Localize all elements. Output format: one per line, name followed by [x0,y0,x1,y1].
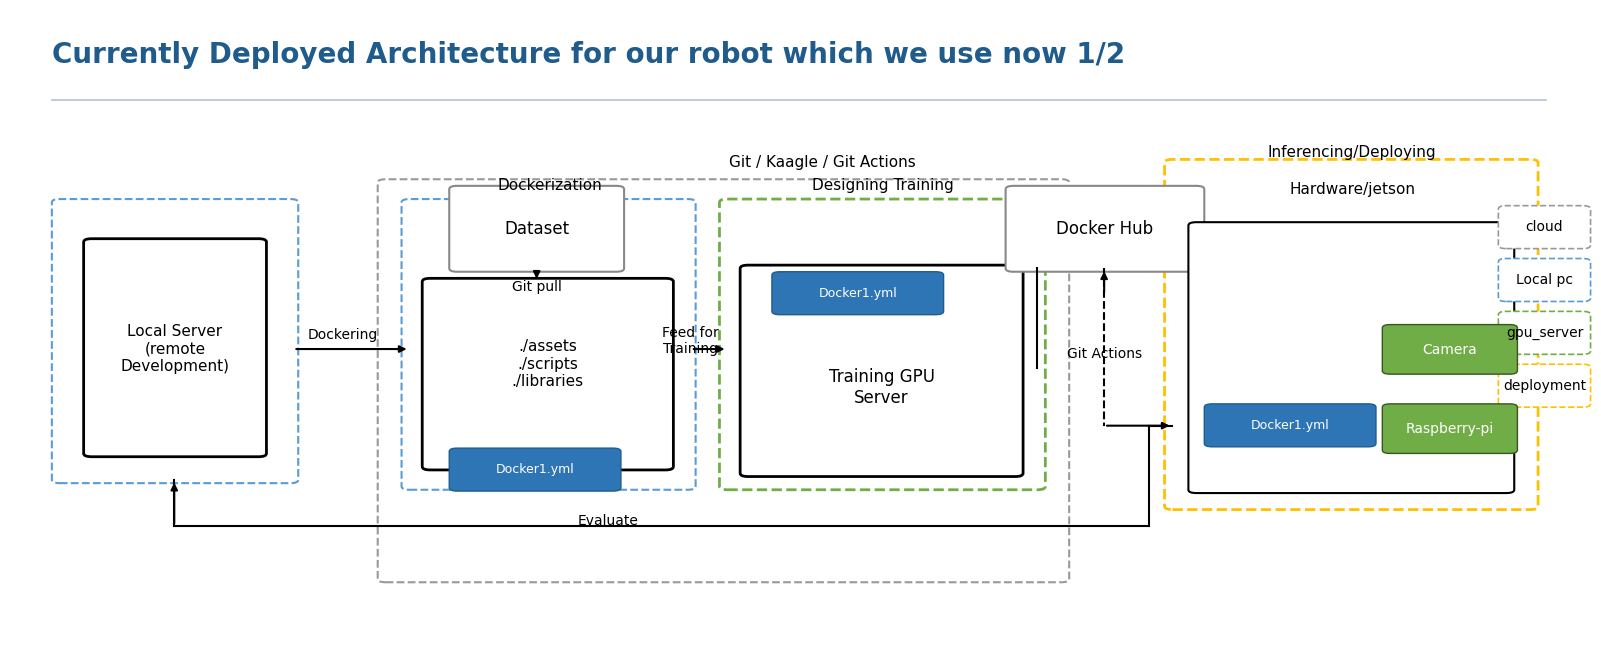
Text: Currently Deployed Architecture for our robot which we use now 1/2: Currently Deployed Architecture for our … [51,41,1126,68]
FancyBboxPatch shape [1005,186,1204,272]
Text: gpu_server: gpu_server [1507,326,1583,340]
FancyBboxPatch shape [1382,404,1518,454]
Text: Docker1.yml: Docker1.yml [818,287,897,300]
FancyBboxPatch shape [402,199,695,490]
Text: Dataset: Dataset [504,220,570,237]
Text: Designing Training: Designing Training [812,179,954,193]
Text: Docker1.yml: Docker1.yml [1250,419,1329,432]
Text: Git Actions: Git Actions [1066,347,1142,361]
Text: ./assets
./scripts
./libraries: ./assets ./scripts ./libraries [512,339,584,389]
Text: Dockering: Dockering [307,328,378,341]
Text: cloud: cloud [1526,221,1563,234]
FancyBboxPatch shape [450,186,624,272]
FancyBboxPatch shape [1188,222,1515,493]
Text: Local Server
(remote
Development): Local Server (remote Development) [120,324,229,374]
FancyBboxPatch shape [378,179,1069,582]
Text: deployment: deployment [1503,379,1587,393]
Text: Inferencing/Deploying: Inferencing/Deploying [1268,145,1436,161]
FancyBboxPatch shape [1204,404,1375,447]
Text: Raspberry-pi: Raspberry-pi [1406,422,1494,436]
FancyBboxPatch shape [450,448,621,491]
FancyBboxPatch shape [1499,311,1590,355]
FancyBboxPatch shape [772,272,943,314]
FancyBboxPatch shape [51,199,298,483]
Text: Docker1.yml: Docker1.yml [496,464,575,476]
FancyBboxPatch shape [1499,205,1590,249]
FancyBboxPatch shape [719,199,1045,490]
Text: Git / Kaagle / Git Actions: Git / Kaagle / Git Actions [730,155,916,170]
Text: Dockerization: Dockerization [496,179,602,193]
Text: Evaluate: Evaluate [578,514,639,528]
Text: Local pc: Local pc [1516,274,1572,287]
Text: Hardware/jetson: Hardware/jetson [1289,182,1415,197]
FancyBboxPatch shape [1499,258,1590,302]
Text: Camera: Camera [1423,343,1478,357]
FancyBboxPatch shape [740,265,1023,476]
FancyBboxPatch shape [1382,324,1518,374]
Text: Docker Hub: Docker Hub [1057,220,1153,237]
FancyBboxPatch shape [1499,364,1590,407]
Text: Git pull: Git pull [512,280,562,294]
Text: Training GPU
Server: Training GPU Server [829,368,935,407]
FancyBboxPatch shape [83,239,266,457]
Text: Feed for
Training: Feed for Training [663,326,719,356]
FancyBboxPatch shape [423,278,674,470]
FancyBboxPatch shape [1164,159,1539,510]
